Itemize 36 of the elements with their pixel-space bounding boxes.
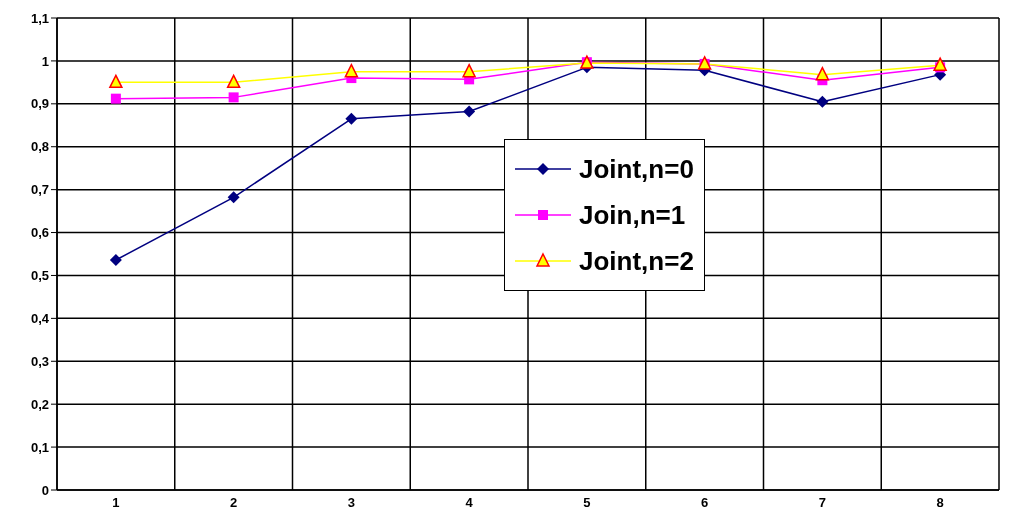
y-tick-label: 0,9 [30, 96, 49, 112]
legend-label: Joint,n=2 [579, 245, 694, 277]
point [816, 95, 829, 108]
y-tick-label: 0,7 [30, 182, 49, 198]
x-tick-label: 7 [818, 495, 826, 511]
point [344, 63, 359, 78]
point [109, 74, 123, 89]
y-tick-label: 0,3 [30, 353, 49, 369]
point [109, 254, 122, 267]
y-tick-label: 1 [41, 53, 49, 69]
point [226, 74, 241, 89]
x-tick-label: 8 [936, 495, 944, 511]
x-tick-label: 6 [701, 495, 709, 511]
y-tick-label: 1,1 [30, 10, 49, 26]
x-tick-label: 4 [465, 495, 474, 511]
legend-label: Joint,n=0 [579, 153, 694, 185]
x-tick-label: 3 [347, 495, 355, 511]
point [345, 112, 358, 125]
y-tick-label: 0,5 [30, 268, 49, 284]
legend-label: Join,n=1 [579, 199, 686, 231]
point [228, 92, 239, 103]
y-tick-label: 0,6 [30, 225, 49, 241]
point [933, 57, 947, 71]
x-tick-label: 5 [583, 495, 591, 511]
y-tick-label: 0 [41, 482, 49, 498]
y-tick-label: 0,4 [30, 310, 50, 326]
point [815, 66, 830, 81]
x-tick-label: 2 [230, 495, 238, 511]
x-tick-label: 1 [112, 495, 120, 511]
y-tick-label: 0,8 [30, 139, 49, 155]
point [462, 63, 476, 78]
y-tick-label: 0,2 [30, 396, 49, 412]
point [110, 93, 121, 104]
point [463, 105, 476, 118]
point [227, 191, 240, 204]
y-tick-label: 0,1 [30, 439, 49, 455]
